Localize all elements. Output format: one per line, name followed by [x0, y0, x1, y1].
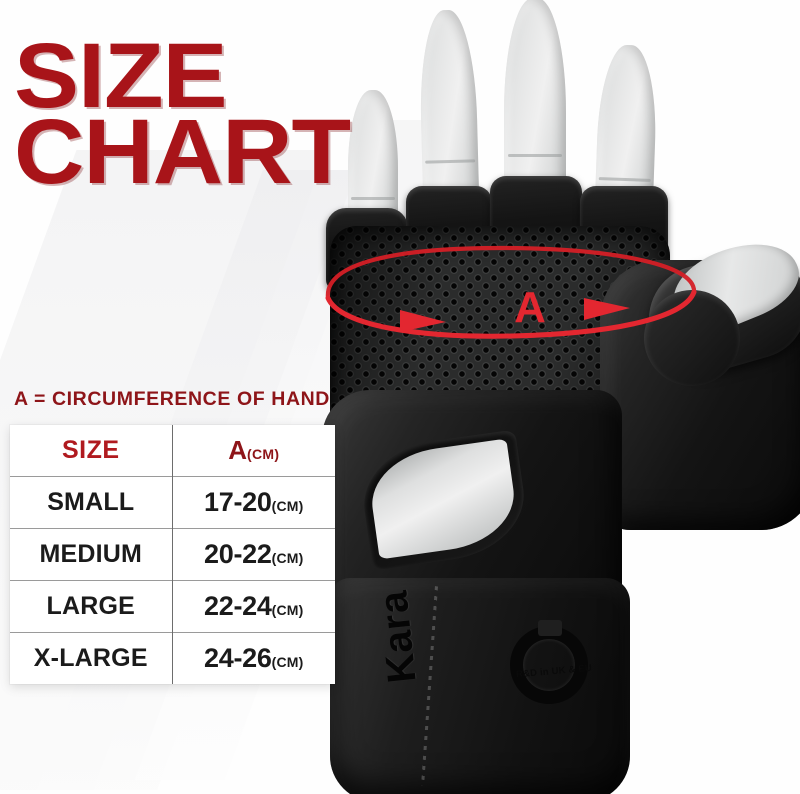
range-value: 17-20 — [204, 487, 272, 517]
range-unit: (CM) — [271, 550, 304, 566]
measurement-loop-overlay: A — [325, 245, 697, 339]
title-line-chart: CHART — [14, 101, 351, 204]
range-value: 20-22 — [204, 539, 272, 569]
column-header-a-letter: A — [228, 435, 247, 465]
table-row: MEDIUM 20-22(CM) — [10, 528, 335, 581]
size-table: SIZE A(CM) SMALL 17-20(CM) MEDIUM 20-22(… — [10, 425, 335, 684]
range-value: 24-26 — [204, 643, 272, 673]
table-row: LARGE 22-24(CM) — [10, 580, 335, 633]
size-label-xlarge: X-LARGE — [10, 632, 172, 684]
glove-product-photo: Kara R&D in UK & EU A — [300, 0, 800, 794]
table-row: SMALL 17-20(CM) — [10, 476, 335, 529]
size-range-medium: 20-22(CM) — [171, 528, 335, 581]
measurement-caption: A = CIRCUMFERENCE OF HAND — [14, 388, 330, 410]
size-range-large: 22-24(CM) — [171, 580, 335, 633]
measurement-label-a: A — [514, 283, 546, 332]
page-title: SIZE CHART — [14, 30, 351, 199]
table-header-row: SIZE A(CM) — [10, 425, 335, 477]
title-line-size: SIZE — [14, 25, 228, 127]
size-label-large: LARGE — [10, 580, 172, 633]
range-unit: (CM) — [271, 654, 304, 670]
range-unit: (CM) — [271, 498, 304, 514]
column-header-size: SIZE — [61, 436, 120, 464]
size-range-xlarge: 24-26(CM) — [171, 632, 335, 684]
rd-badge-ring-gap — [538, 620, 562, 636]
size-table-card: SIZE A(CM) SMALL 17-20(CM) MEDIUM 20-22(… — [10, 425, 335, 684]
size-label-small: SMALL — [10, 476, 172, 529]
size-label-medium: MEDIUM — [10, 528, 172, 581]
column-header-a: A(CM) — [171, 425, 335, 477]
size-range-small: 17-20(CM) — [171, 476, 335, 529]
column-header-a-unit: (CM) — [246, 446, 280, 462]
range-unit: (CM) — [271, 602, 304, 618]
table-row: X-LARGE 24-26(CM) — [10, 632, 335, 684]
range-value: 22-24 — [204, 591, 272, 621]
